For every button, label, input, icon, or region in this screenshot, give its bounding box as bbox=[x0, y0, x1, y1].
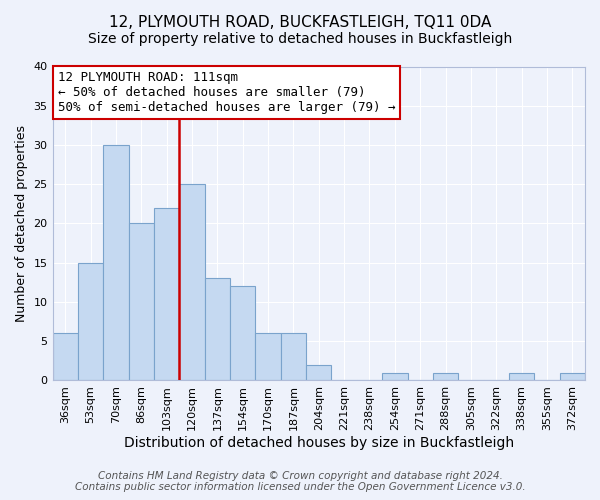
Bar bbox=[256, 334, 281, 380]
Text: Size of property relative to detached houses in Buckfastleigh: Size of property relative to detached ho… bbox=[88, 32, 512, 46]
Text: Contains HM Land Registry data © Crown copyright and database right 2024.
Contai: Contains HM Land Registry data © Crown c… bbox=[74, 471, 526, 492]
Bar bbox=[154, 208, 179, 380]
Bar bbox=[433, 372, 458, 380]
Bar bbox=[179, 184, 205, 380]
Text: 12 PLYMOUTH ROAD: 111sqm
← 50% of detached houses are smaller (79)
50% of semi-d: 12 PLYMOUTH ROAD: 111sqm ← 50% of detach… bbox=[58, 71, 395, 114]
Bar bbox=[382, 372, 407, 380]
Text: 12, PLYMOUTH ROAD, BUCKFASTLEIGH, TQ11 0DA: 12, PLYMOUTH ROAD, BUCKFASTLEIGH, TQ11 0… bbox=[109, 15, 491, 30]
X-axis label: Distribution of detached houses by size in Buckfastleigh: Distribution of detached houses by size … bbox=[124, 436, 514, 450]
Bar bbox=[230, 286, 256, 380]
Bar bbox=[103, 145, 128, 380]
Bar bbox=[560, 372, 585, 380]
Bar bbox=[128, 224, 154, 380]
Bar bbox=[78, 262, 103, 380]
Bar bbox=[53, 334, 78, 380]
Bar bbox=[281, 334, 306, 380]
Bar bbox=[509, 372, 534, 380]
Bar bbox=[205, 278, 230, 380]
Y-axis label: Number of detached properties: Number of detached properties bbox=[15, 125, 28, 322]
Bar bbox=[306, 365, 331, 380]
